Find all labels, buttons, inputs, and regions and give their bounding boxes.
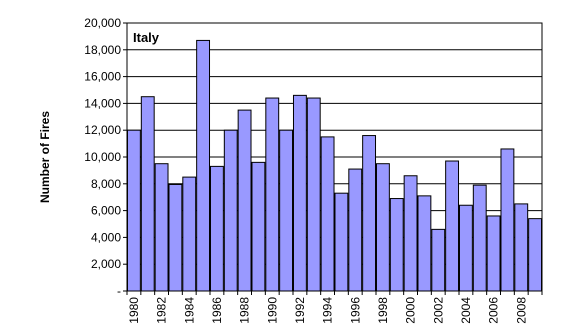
bar-2004 — [458, 204, 473, 292]
bar-1990 — [265, 97, 280, 292]
bar-2005 — [472, 184, 487, 292]
x-tick-label: 1992 — [293, 297, 307, 324]
x-tick-label: 1988 — [238, 297, 252, 324]
y-tick-label: 6,000 — [91, 204, 121, 218]
bar-1989 — [251, 161, 266, 292]
x-tick-label: 1980 — [127, 297, 141, 324]
bar-1995 — [334, 192, 349, 292]
x-tick-label: 1994 — [321, 297, 335, 324]
y-tick-label: 12,000 — [84, 123, 121, 137]
y-tick-label: 14,000 — [84, 96, 121, 110]
x-axis-ticks: 1980 1982 1984 1986 1988 1990 1992 1994 1996 1998… — [126, 291, 543, 324]
bar-1996 — [348, 168, 363, 292]
bar-1985 — [196, 39, 211, 292]
y-tick-label: 18,000 — [84, 43, 121, 57]
bars — [126, 39, 543, 292]
bar-1993 — [306, 97, 321, 292]
x-tick-label: 2008 — [514, 297, 528, 324]
bar-2007 — [500, 148, 515, 292]
x-tick-label: 1998 — [376, 297, 390, 324]
bar-1998 — [375, 163, 390, 292]
x-tick-label: 2006 — [487, 297, 501, 324]
bar-2002 — [431, 228, 446, 292]
y-tick-label: 4,000 — [91, 230, 121, 244]
y-tick-label: - — [117, 284, 121, 298]
x-tick-label: 2004 — [459, 297, 473, 324]
bar-2001 — [417, 195, 432, 292]
bar-2009 — [528, 218, 543, 292]
bar-1992 — [292, 94, 307, 292]
bar-1980 — [126, 129, 141, 292]
y-tick-label: 20,000 — [84, 16, 121, 30]
bar-1994 — [320, 136, 335, 292]
bar-2006 — [486, 215, 501, 292]
x-tick-label: 1984 — [182, 297, 196, 324]
bar-1988 — [237, 109, 252, 292]
x-tick-label: 1990 — [265, 297, 279, 324]
bar-1999 — [389, 198, 404, 292]
bar-1981 — [140, 96, 155, 292]
bar-1997 — [362, 135, 377, 292]
x-tick-label: 2002 — [431, 297, 445, 324]
y-tick-label: 8,000 — [91, 177, 121, 191]
bar-2003 — [445, 160, 460, 292]
x-tick-label: 2000 — [404, 297, 418, 324]
x-tick-label: 1996 — [348, 297, 362, 324]
bar-1983 — [168, 183, 183, 292]
bar-1982 — [154, 163, 169, 292]
y-axis-title: Number of Fires — [38, 111, 52, 203]
bar-2008 — [514, 203, 529, 292]
x-tick-label: 1982 — [155, 297, 169, 324]
panel-label: Italy — [133, 30, 160, 45]
bar-1987 — [223, 129, 238, 292]
y-tick-label: 16,000 — [84, 70, 121, 84]
bar-1991 — [279, 129, 294, 292]
y-tick-label: 10,000 — [84, 150, 121, 164]
y-axis-ticks: - 2,000 4,000 6,000 8,000 10,000 12,000 14,000 1… — [84, 16, 127, 298]
bar-1984 — [182, 176, 197, 292]
bar-1986 — [209, 165, 224, 292]
bar-2000 — [403, 175, 418, 292]
x-tick-label: 1986 — [210, 297, 224, 324]
y-tick-label: 2,000 — [91, 257, 121, 271]
